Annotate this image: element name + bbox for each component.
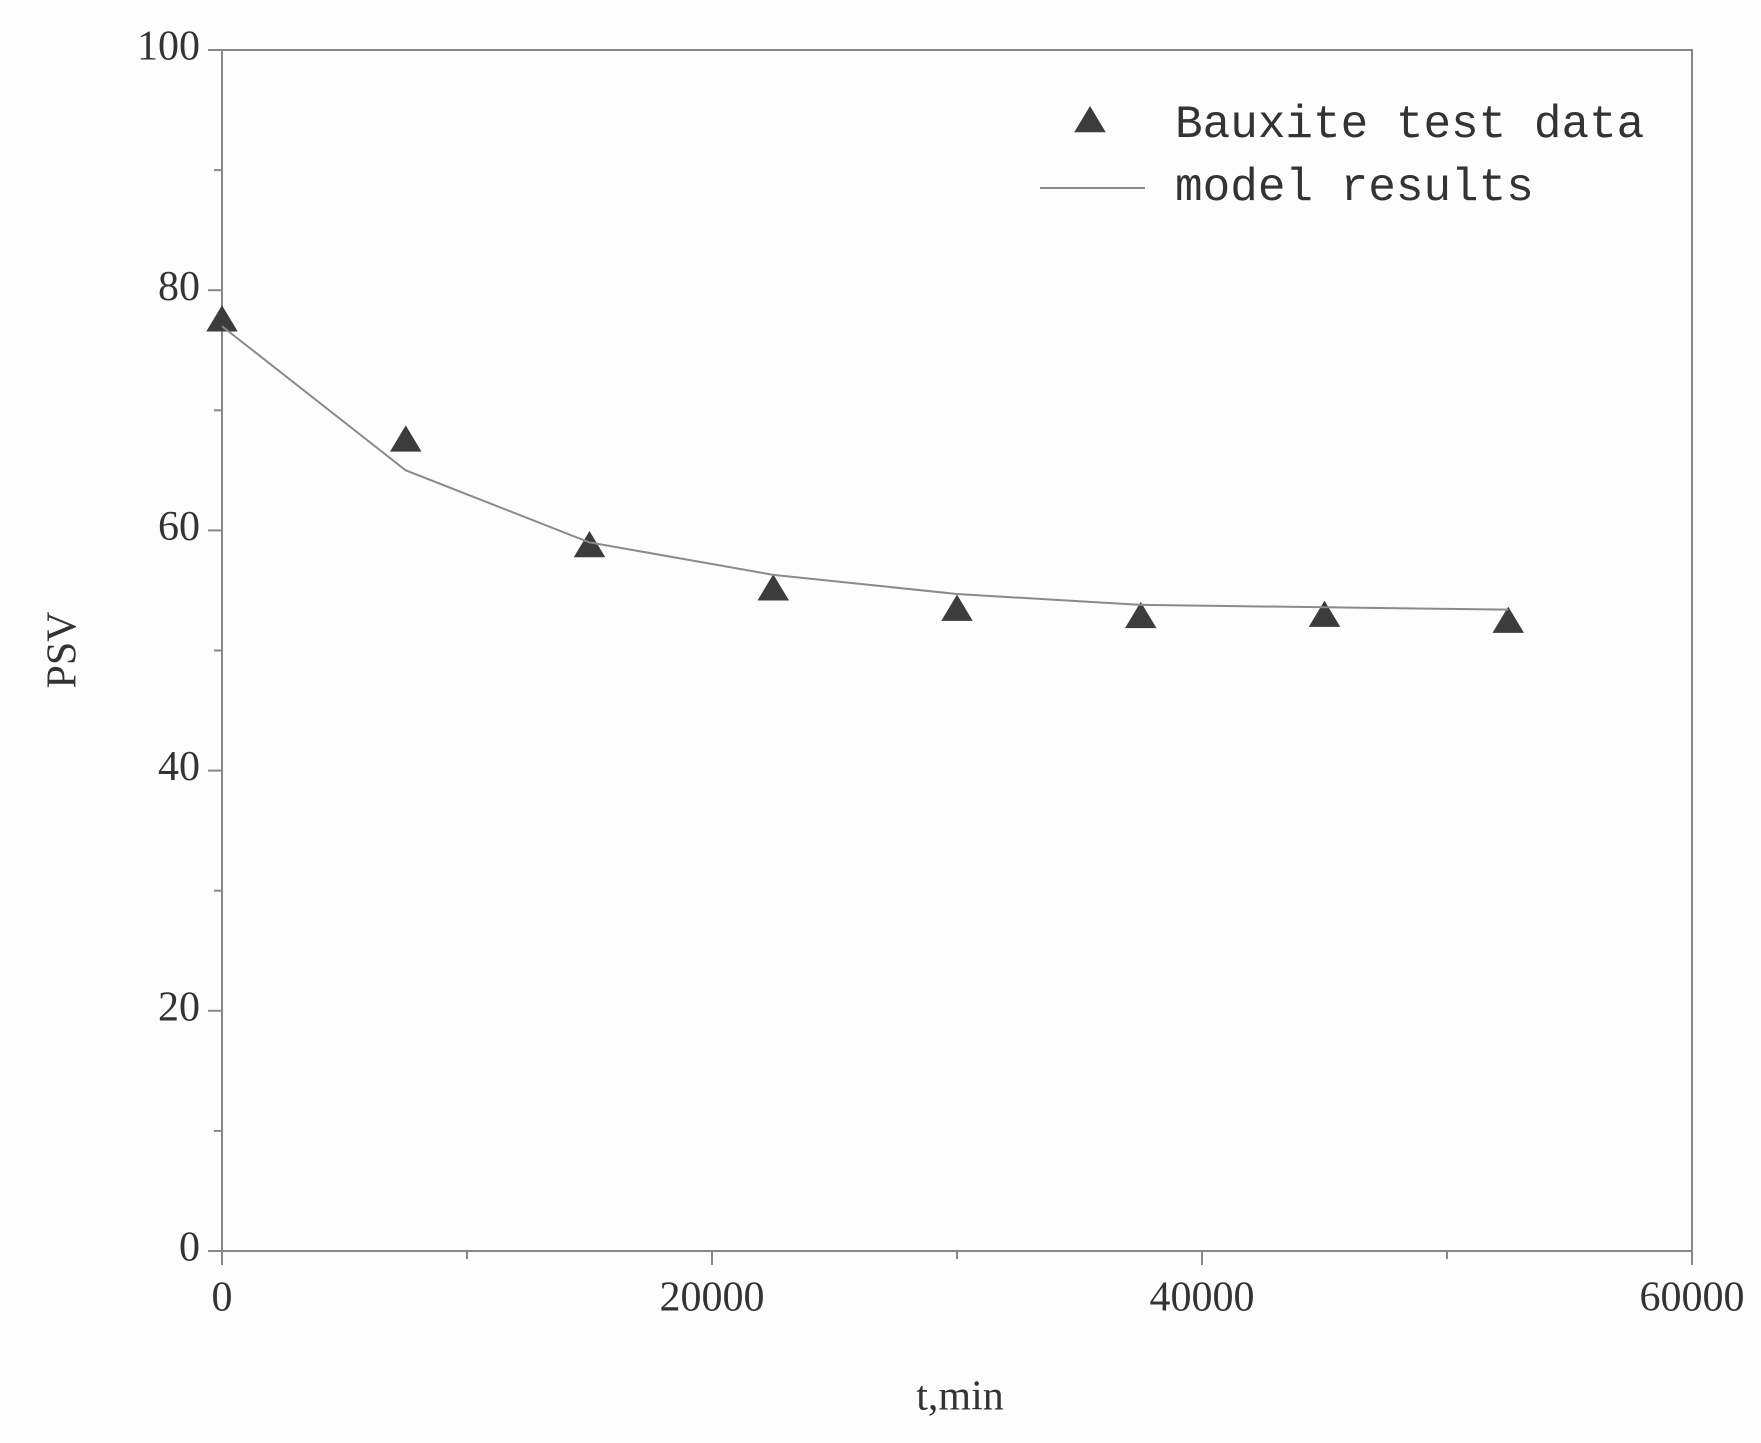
data-point — [757, 574, 789, 601]
x-tick-label: 0 — [212, 1275, 233, 1321]
y-tick-label: 100 — [137, 24, 200, 70]
data-point — [573, 531, 606, 558]
legend-marker — [1074, 106, 1106, 133]
data-point — [1125, 601, 1157, 629]
data-point — [390, 425, 422, 452]
legend-label: Bauxite test data — [1175, 99, 1644, 151]
y-axis-label: PSV — [40, 611, 86, 688]
x-tick-label: 60000 — [1640, 1275, 1745, 1321]
y-tick-label: 60 — [158, 504, 200, 550]
y-tick-label: 20 — [158, 984, 200, 1030]
data-point — [1308, 600, 1341, 627]
x-axis-label: t,min — [916, 1374, 1004, 1420]
data-point — [1492, 606, 1524, 633]
x-tick-label: 40000 — [1150, 1275, 1255, 1321]
model-line — [221, 325, 1509, 611]
legend-label: model results — [1175, 162, 1534, 214]
data-point — [206, 305, 238, 332]
y-tick-label: 80 — [158, 264, 200, 310]
y-tick-label: 0 — [179, 1225, 200, 1271]
y-tick-label: 40 — [158, 744, 200, 790]
plot-frame — [221, 49, 1693, 1252]
data-point — [941, 594, 973, 621]
x-tick-label: 20000 — [660, 1275, 765, 1321]
